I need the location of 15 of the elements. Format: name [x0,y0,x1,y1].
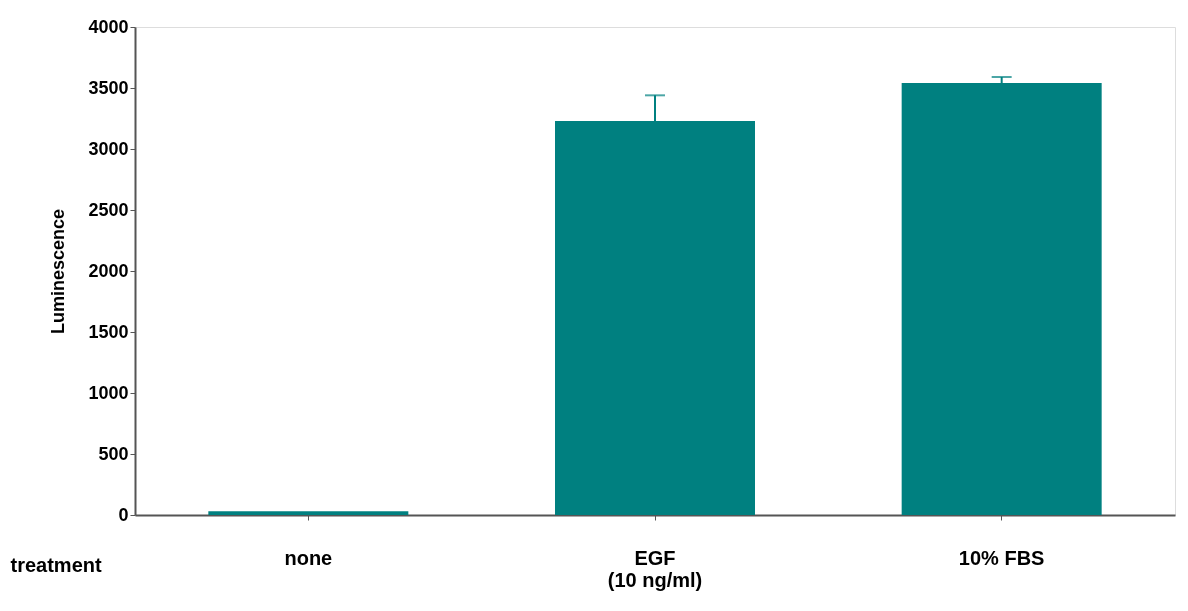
y-tick-label: 3500 [88,77,129,98]
y-tick-label: 2000 [88,260,129,281]
bar [208,511,409,515]
y-tick-label: 1500 [88,321,129,342]
x-tick-label: EGF (10 ng/ml) [607,546,703,591]
x-tick-label: none [284,546,333,569]
y-tick-label: 0 [118,504,129,525]
y-tick-label: 1000 [88,382,129,403]
y-tick-label: 500 [98,443,129,464]
y-tick-label: 2500 [88,199,129,220]
x-axis-title: treatment [10,553,102,576]
y-tick-label: 4000 [88,16,129,37]
x-tick-label: 10% FBS [958,546,1045,569]
y-axis-title: Luminescence [48,208,69,335]
y-tick-label: 3000 [88,138,129,159]
